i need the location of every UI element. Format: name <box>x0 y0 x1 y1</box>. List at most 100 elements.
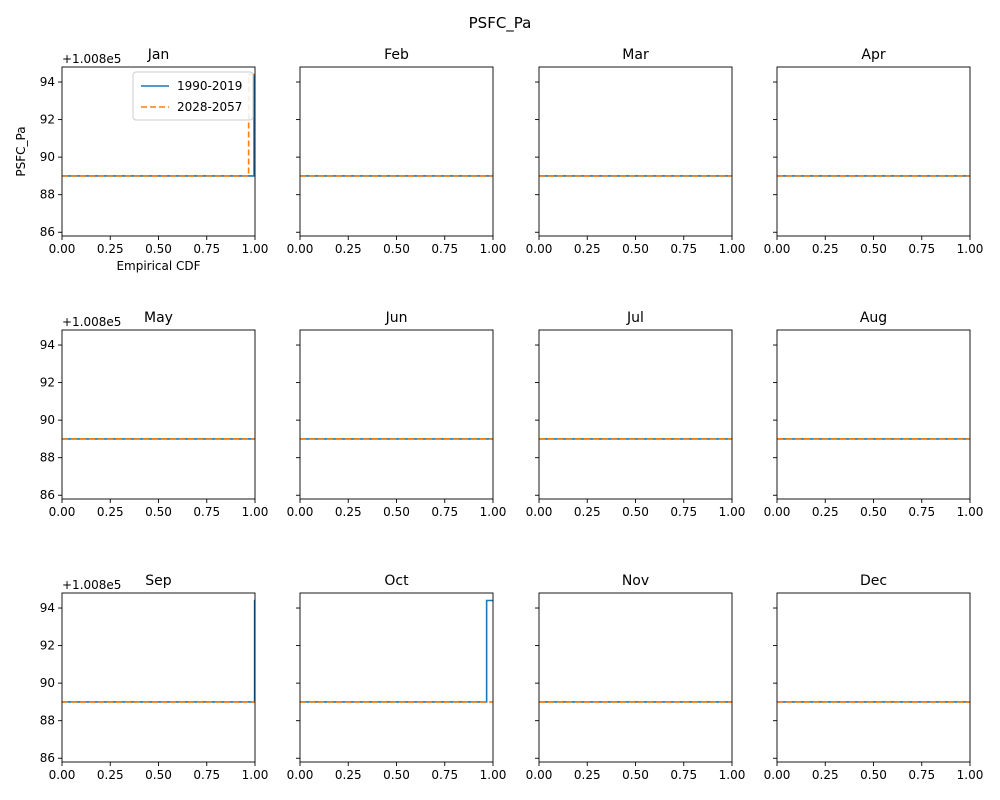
axes-frame <box>538 329 733 500</box>
axes-frame <box>776 592 971 763</box>
panel-title: Nov <box>622 573 649 589</box>
panel-title: Mar <box>622 47 649 63</box>
panel-apr: Apr 0.00 0.25 0.50 0.75 1.00 <box>764 47 984 256</box>
x-tick-label: 1.00 <box>480 505 507 519</box>
x-tick-label: 0.25 <box>574 242 601 256</box>
x-tick-label: 0.00 <box>526 505 553 519</box>
x-tick-label: 1.00 <box>242 768 269 782</box>
x-tick-label: 0.50 <box>145 768 172 782</box>
legend-label: 1990-2019 <box>177 79 242 93</box>
axes-frame <box>538 66 733 237</box>
panel-may: May 0.00 0.25 0.50 0.75 1.00 86 88 90 92 94 +1.008e… <box>40 310 269 519</box>
x-tick-label: 1.00 <box>480 768 507 782</box>
x-tick-label: 1.00 <box>242 242 269 256</box>
axes-frame <box>776 66 971 237</box>
x-tick-label: 0.50 <box>383 505 410 519</box>
panel-sep: Sep 0.00 0.25 0.50 0.75 1.00 86 88 90 92 94 +1.008e… <box>40 573 269 782</box>
y-tick-label: 86 <box>40 488 55 502</box>
panel-title: Jul <box>626 310 644 326</box>
x-tick-label: 0.00 <box>764 768 791 782</box>
x-tick-label: 0.50 <box>860 768 887 782</box>
x-tick-label: 0.00 <box>49 505 76 519</box>
panel-jun: Jun 0.00 0.25 0.50 0.75 1.00 <box>287 310 507 519</box>
x-tick-label: 0.75 <box>908 242 935 256</box>
x-tick-label: 0.25 <box>574 768 601 782</box>
x-tick-label: 0.50 <box>145 505 172 519</box>
x-tick-label: 0.75 <box>908 768 935 782</box>
panel-oct: Oct 0.00 0.25 0.50 0.75 1.00 <box>287 573 507 782</box>
panel-title: Dec <box>860 573 887 589</box>
legend-label: 2028-2057 <box>177 100 242 114</box>
legend: 1990-2019 2028-2057 <box>132 71 254 121</box>
x-tick-label: 0.00 <box>526 768 553 782</box>
series-line-1990-2019 <box>300 599 493 703</box>
panel-title: Apr <box>861 47 885 63</box>
panel-grid: Jan 0.00 0.25 0.50 0.75 1.00 86 88 90 92 94 +1.008e… <box>14 47 983 782</box>
panel-feb: Feb 0.00 0.25 0.50 0.75 1.00 <box>287 47 507 256</box>
y-tick-label: 86 <box>40 751 55 765</box>
figure-suptitle: PSFC_Pa <box>469 14 532 33</box>
panel-nov: Nov 0.00 0.25 0.50 0.75 1.00 <box>526 573 746 782</box>
x-tick-label: 0.50 <box>622 242 649 256</box>
y-tick-label: 94 <box>40 75 55 89</box>
x-tick-label: 1.00 <box>957 242 984 256</box>
x-tick-label: 0.00 <box>49 242 76 256</box>
x-tick-label: 0.25 <box>574 505 601 519</box>
x-axis-label: Empirical CDF <box>116 259 200 273</box>
panel-dec: Dec 0.00 0.25 0.50 0.75 1.00 <box>764 573 984 782</box>
x-tick-label: 0.25 <box>97 242 124 256</box>
panel-mar: Mar 0.00 0.25 0.50 0.75 1.00 <box>526 47 746 256</box>
y-tick-label: 90 <box>40 150 55 164</box>
x-tick-label: 0.75 <box>193 242 220 256</box>
x-tick-label: 1.00 <box>957 505 984 519</box>
x-tick-label: 1.00 <box>719 768 746 782</box>
x-tick-label: 0.75 <box>193 505 220 519</box>
x-tick-label: 0.50 <box>622 768 649 782</box>
y-tick-label: 92 <box>40 639 55 653</box>
x-tick-label: 0.00 <box>526 242 553 256</box>
panel-title: Aug <box>860 310 887 326</box>
x-tick-label: 0.25 <box>812 505 839 519</box>
x-tick-label: 0.00 <box>49 768 76 782</box>
x-tick-label: 0.75 <box>908 505 935 519</box>
panel-jan: Jan 0.00 0.25 0.50 0.75 1.00 86 88 90 92 94 +1.008e… <box>14 47 268 273</box>
x-tick-label: 0.50 <box>860 505 887 519</box>
x-tick-label: 0.50 <box>383 768 410 782</box>
panel-title: Oct <box>384 573 409 589</box>
y-tick-label: 86 <box>40 225 55 239</box>
y-tick-label: 92 <box>40 113 55 127</box>
panel-title: Jun <box>385 310 408 326</box>
series-line-1990-2019 <box>62 599 255 703</box>
x-tick-label: 0.25 <box>335 768 362 782</box>
y-tick-label: 94 <box>40 601 55 615</box>
x-tick-label: 1.00 <box>242 505 269 519</box>
x-tick-label: 0.00 <box>764 505 791 519</box>
x-tick-label: 0.75 <box>670 505 697 519</box>
x-tick-label: 0.75 <box>670 242 697 256</box>
y-tick-label: 88 <box>40 451 55 465</box>
panel-title: Jan <box>147 47 170 63</box>
legend-box <box>132 71 254 121</box>
y-offset-label: +1.008e5 <box>62 52 121 66</box>
x-tick-label: 0.25 <box>335 505 362 519</box>
x-tick-label: 1.00 <box>480 242 507 256</box>
y-tick-label: 88 <box>40 714 55 728</box>
panel-title: Sep <box>145 573 172 589</box>
x-tick-label: 0.00 <box>287 505 314 519</box>
x-tick-label: 0.00 <box>764 242 791 256</box>
panel-aug: Aug 0.00 0.25 0.50 0.75 1.00 <box>764 310 984 519</box>
x-tick-label: 1.00 <box>957 768 984 782</box>
x-tick-label: 0.00 <box>287 768 314 782</box>
x-tick-label: 0.50 <box>622 505 649 519</box>
x-tick-label: 0.75 <box>431 242 458 256</box>
panel-jul: Jul 0.00 0.25 0.50 0.75 1.00 <box>526 310 746 519</box>
x-tick-label: 1.00 <box>719 242 746 256</box>
y-offset-label: +1.008e5 <box>62 315 121 329</box>
x-tick-label: 0.00 <box>287 242 314 256</box>
y-tick-label: 94 <box>40 338 55 352</box>
axes-frame <box>299 329 494 500</box>
axes-frame <box>299 592 494 763</box>
y-tick-label: 90 <box>40 413 55 427</box>
x-tick-label: 0.75 <box>431 505 458 519</box>
